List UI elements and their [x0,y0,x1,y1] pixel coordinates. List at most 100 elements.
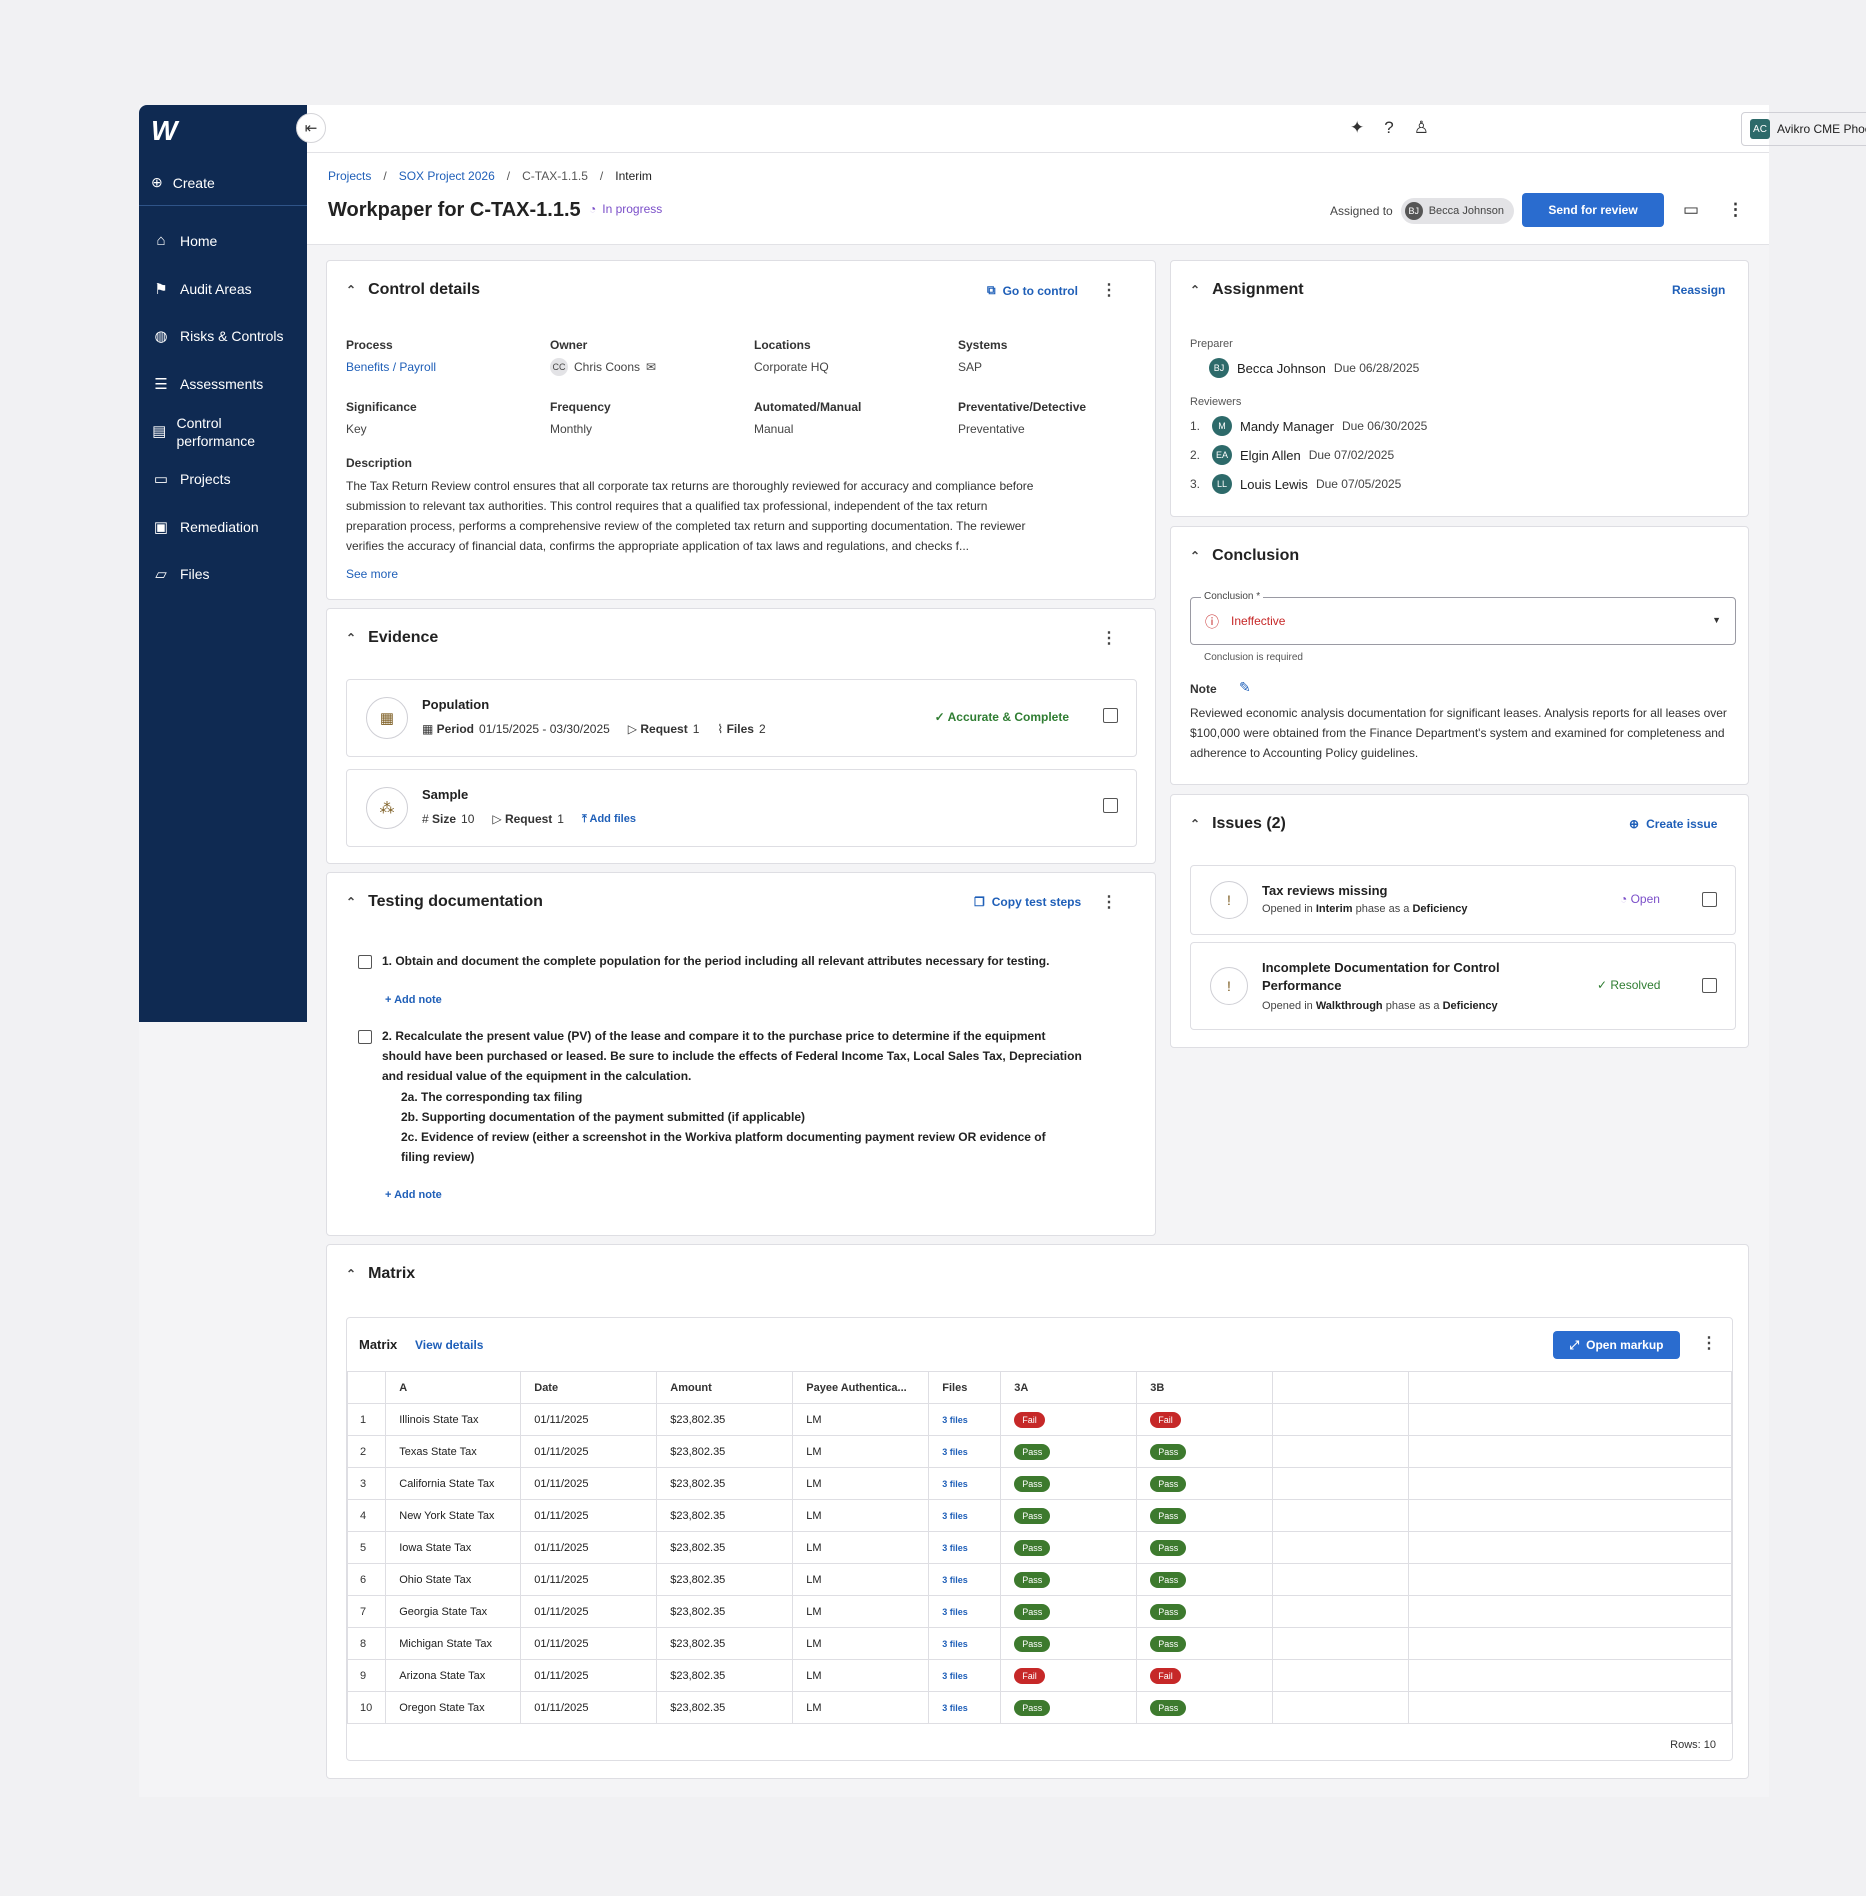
files-link[interactable]: 3 files [942,1638,968,1649]
cell-empty[interactable] [1408,1499,1732,1532]
cell-empty[interactable] [1272,1563,1410,1596]
files-link[interactable]: 3 files [942,1542,968,1553]
cell-empty[interactable] [1272,1499,1410,1532]
cell-date[interactable]: 01/11/2025 [520,1659,658,1692]
cell-files[interactable]: 3 files [928,1659,1002,1692]
cell-a[interactable]: Georgia State Tax [385,1595,522,1628]
row-number[interactable]: 1 [346,1403,387,1436]
process-value[interactable]: Benefits / Payroll [346,360,437,374]
cell-3b[interactable]: Pass [1136,1531,1274,1564]
cell-a[interactable]: Arizona State Tax [385,1659,522,1692]
cell-date[interactable]: 01/11/2025 [520,1403,658,1436]
cell-payee[interactable]: LM [792,1595,930,1628]
cell-date[interactable]: 01/11/2025 [520,1691,658,1724]
cell-3a[interactable]: Pass [1000,1531,1138,1564]
cell-3b[interactable]: Pass [1136,1499,1274,1532]
cell-date[interactable]: 01/11/2025 [520,1499,658,1532]
cell-a[interactable]: Iowa State Tax [385,1531,522,1564]
more-options-icon[interactable]: ⋮ [1727,200,1744,219]
add-note-button[interactable]: + Add note [385,994,442,1006]
breadcrumb-projects[interactable]: Projects [328,169,372,183]
cell-a[interactable]: Ohio State Tax [385,1563,522,1596]
cell-3a[interactable]: Pass [1000,1595,1138,1628]
see-more-link[interactable]: See more [346,567,399,581]
row-number[interactable]: 5 [346,1531,387,1564]
cell-amount[interactable]: $23,802.35 [656,1563,794,1596]
cell-empty[interactable] [1408,1563,1732,1596]
sample-row[interactable]: ⁂ Sample # Size 10 ▷ Request 1 ⤒ Add files [346,769,1137,847]
reassign-link[interactable]: Reassign [1672,283,1726,297]
table-row[interactable]: 9 Arizona State Tax 01/11/2025 $23,802.35 LM… [346,1659,1732,1692]
cell-date[interactable]: 01/11/2025 [520,1563,658,1596]
conclusion-select[interactable]: Conclusion * ⓘ Ineffective ▼ [1190,591,1736,645]
cell-amount[interactable]: $23,802.35 [656,1467,794,1500]
files-link[interactable]: 3 files [942,1574,968,1585]
cell-payee[interactable]: LM [792,1691,930,1724]
create-button[interactable]: ⊕ Create [139,160,307,206]
cell-empty[interactable] [1272,1595,1410,1628]
cell-amount[interactable]: $23,802.35 [656,1595,794,1628]
step-1-checkbox[interactable] [358,955,372,969]
column-header[interactable]: Payee Authentica... [792,1371,930,1404]
column-header[interactable]: A [385,1371,522,1404]
side-panel-icon[interactable] [1702,978,1717,993]
cell-3b[interactable]: Pass [1136,1435,1274,1468]
table-row[interactable]: 1 Illinois State Tax 01/11/2025 $23,802.35 L… [346,1403,1732,1436]
cell-empty[interactable] [1408,1435,1732,1468]
cell-amount[interactable]: $23,802.35 [656,1403,794,1436]
send-for-review-button[interactable]: Send for review [1522,193,1664,227]
table-row[interactable]: 3 California State Tax 01/11/2025 $23,802.3… [346,1467,1732,1500]
cell-amount[interactable]: $23,802.35 [656,1659,794,1692]
cell-3b[interactable]: Pass [1136,1691,1274,1724]
add-files-button[interactable]: ⤒ Add files [582,813,636,826]
cell-files[interactable]: 3 files [928,1467,1002,1500]
assignee-chip[interactable]: BJ Becca Johnson [1400,198,1514,224]
cell-payee[interactable]: LM [792,1499,930,1532]
cell-empty[interactable] [1408,1467,1732,1500]
create-issue-link[interactable]: ⊕ Create issue [1629,817,1717,831]
cell-a[interactable]: Oregon State Tax [385,1691,522,1724]
row-number[interactable]: 3 [346,1467,387,1500]
cell-3b[interactable]: Pass [1136,1563,1274,1596]
cell-3b[interactable]: Pass [1136,1467,1274,1500]
column-header[interactable] [1408,1371,1732,1404]
cell-payee[interactable]: LM [792,1403,930,1436]
cell-a[interactable]: Texas State Tax [385,1435,522,1468]
cell-date[interactable]: 01/11/2025 [520,1435,658,1468]
edit-pencil-icon[interactable]: ✎ [1239,679,1251,695]
table-row[interactable]: 5 Iowa State Tax 01/11/2025 $23,802.35 LM 3 f… [346,1531,1732,1564]
cell-empty[interactable] [1272,1403,1410,1436]
control-details-header[interactable]: ⌃ Control details [346,281,480,299]
table-row[interactable]: 8 Michigan State Tax 01/11/2025 $23,802.35 L… [346,1627,1732,1660]
side-panel-icon[interactable] [1103,798,1118,813]
column-header[interactable]: 3A [1000,1371,1138,1404]
cell-a[interactable]: Michigan State Tax [385,1627,522,1660]
cell-date[interactable]: 01/11/2025 [520,1595,658,1628]
cell-empty[interactable] [1272,1467,1410,1500]
row-number[interactable]: 8 [346,1627,387,1660]
cell-files[interactable]: 3 files [928,1531,1002,1564]
conclusion-header[interactable]: ⌃ Conclusion [1190,547,1299,565]
open-markup-button[interactable]: ⤢ Open markup [1553,1331,1680,1359]
cell-3b[interactable]: Fail [1136,1659,1274,1692]
cell-date[interactable]: 01/11/2025 [520,1531,658,1564]
cell-files[interactable]: 3 files [928,1627,1002,1660]
cell-files[interactable]: 3 files [928,1499,1002,1532]
files-link[interactable]: 3 files [942,1414,968,1425]
sidebar-item-remediation[interactable]: ▣ Remediation [139,518,307,536]
column-header[interactable] [1272,1371,1410,1404]
cell-payee[interactable]: LM [792,1531,930,1564]
files-link[interactable]: 3 files [942,1478,968,1489]
cell-3a[interactable]: Pass [1000,1627,1138,1660]
cell-empty[interactable] [1408,1403,1732,1436]
user-icon[interactable]: ♙ [1413,118,1429,137]
files-link[interactable]: 3 files [942,1606,968,1617]
breadcrumb-sox-project[interactable]: SOX Project 2026 [398,169,495,183]
sidebar-item-files[interactable]: ▱ Files [139,565,307,583]
org-selector[interactable]: AC Avikro CME Phoenix ▼ [1741,112,1866,146]
more-options-icon[interactable]: ⋮ [1101,894,1117,911]
add-note-button[interactable]: + Add note [385,1189,442,1201]
cell-empty[interactable] [1272,1659,1410,1692]
table-row[interactable]: 7 Georgia State Tax 01/11/2025 $23,802.35 LM… [346,1595,1732,1628]
cell-files[interactable]: 3 files [928,1563,1002,1596]
